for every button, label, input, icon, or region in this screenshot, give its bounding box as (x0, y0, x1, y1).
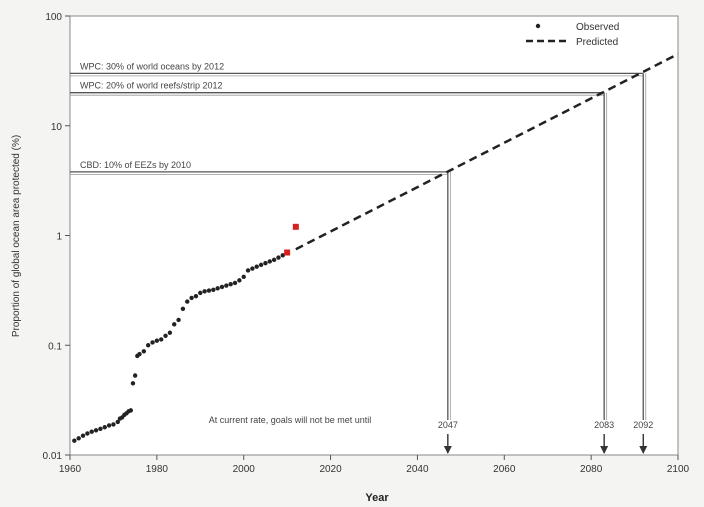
observed-point (145, 343, 151, 348)
observed-point (263, 260, 268, 266)
observed-point (89, 429, 94, 434)
y-tick-label: 1 (56, 232, 62, 243)
observed-point (159, 337, 164, 342)
y-axis-title: Proportion of global ocean area protecte… (11, 135, 22, 337)
observed-point (267, 259, 272, 264)
observed-point (128, 408, 133, 413)
target-year-label: 2092 (633, 420, 653, 430)
observed-point (98, 426, 103, 432)
observed-point (106, 423, 112, 428)
observed-point (172, 322, 177, 327)
x-tick-label: 2100 (667, 464, 690, 475)
observed-point (76, 436, 81, 441)
target-year-label: 2047 (438, 420, 458, 430)
observed-point (250, 266, 255, 271)
observed-point (245, 268, 251, 273)
observed-point (111, 422, 116, 427)
observed-point (93, 428, 99, 433)
x-tick-label: 2020 (319, 464, 342, 475)
legend-observed-label: Observed (576, 22, 619, 33)
observed-point (154, 338, 160, 343)
highlighted-point (284, 249, 291, 256)
y-tick-label: 100 (45, 12, 62, 23)
target-arrow-head (600, 446, 609, 454)
plot-frame (69, 15, 679, 456)
observed-point (185, 299, 190, 304)
target-label: CBD: 10% of EEZs by 2010 (80, 160, 191, 170)
x-axis-title: Year (365, 492, 389, 504)
observed-point (206, 288, 212, 293)
target-label: WPC: 20% of world reefs/strip 2012 (80, 81, 223, 91)
x-tick-label: 2040 (406, 464, 429, 475)
observed-point (276, 255, 281, 260)
observed-point (176, 317, 181, 323)
x-tick-label: 2000 (233, 464, 256, 475)
highlighted-point (292, 223, 299, 230)
observed-point (137, 351, 142, 357)
plot-area: 1960 1980 2000 2020 2040 2060 2080 2100 0.01 0.1 1… (43, 12, 690, 475)
observed-point (167, 330, 173, 335)
observed-point (224, 283, 229, 288)
observed-point (271, 257, 277, 263)
observed-point (232, 280, 238, 286)
observed-point (198, 290, 203, 296)
observed-point (80, 433, 86, 438)
observed-point (228, 281, 233, 287)
observed-point (115, 419, 120, 425)
observed-point (85, 431, 90, 436)
x-tick-label: 1960 (59, 464, 82, 475)
observed-point (241, 274, 246, 280)
legend-predicted-label: Predicted (576, 37, 618, 48)
y-tick-label: 0.01 (43, 451, 63, 462)
observed-point (219, 284, 225, 290)
observed-point (102, 425, 107, 430)
observed-point (150, 340, 155, 345)
observed-point (280, 253, 285, 258)
observed-point (180, 306, 186, 311)
target-label: WPC: 30% of world oceans by 2012 (80, 61, 224, 71)
x-tick-label: 1980 (146, 464, 169, 475)
observed-point (189, 295, 194, 301)
observed-point (193, 293, 199, 299)
legend-observed-marker (535, 23, 541, 29)
target-year-label: 2083 (594, 420, 614, 430)
observed-point (141, 349, 147, 354)
observed-point (237, 278, 242, 283)
target-arrow-head (639, 446, 648, 454)
observed-point (202, 289, 207, 294)
observed-point (215, 286, 220, 291)
target-arrow-head (443, 446, 452, 454)
observed-point (211, 287, 216, 293)
y-tick-label: 10 (51, 122, 63, 133)
observed-point (163, 333, 168, 338)
observed-point (254, 264, 259, 269)
x-tick-label: 2060 (493, 464, 516, 475)
legend: Observed Predicted (526, 22, 619, 48)
observed-point (130, 381, 136, 386)
annotation-text: At current rate, goals will not be met u… (209, 415, 372, 425)
predicted-line (295, 52, 679, 251)
observed-point (72, 438, 77, 443)
x-tick-label: 2080 (580, 464, 603, 475)
y-tick-label: 0.1 (48, 341, 62, 352)
observed-point (132, 373, 138, 378)
observed-point (258, 262, 264, 268)
